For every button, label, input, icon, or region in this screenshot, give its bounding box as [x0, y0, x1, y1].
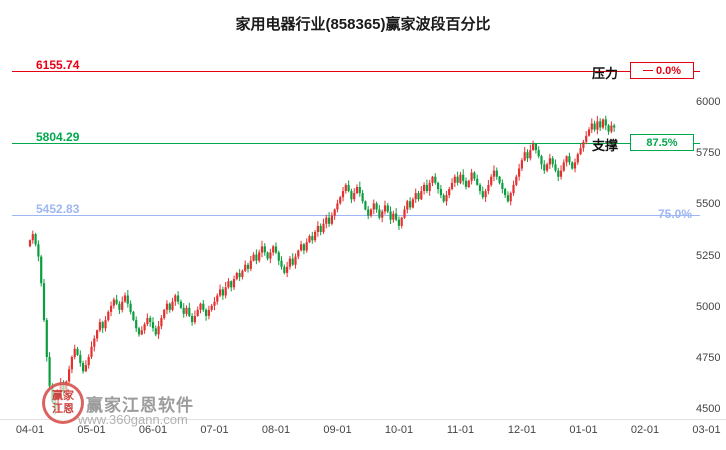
y-tick-label: 5250: [696, 249, 721, 262]
x-tick-label: 02-01: [630, 424, 660, 436]
y-tick-label: 5000: [696, 300, 721, 313]
brand-logo: 赢家 江恩: [42, 382, 84, 424]
resistance-label: 压力: [592, 66, 619, 82]
x-tick-label: 11-01: [446, 424, 475, 436]
resistance-badge: 0.0%: [630, 62, 694, 80]
x-tick-label: 12-01: [507, 424, 537, 436]
resistance-price: 6155.74: [36, 58, 80, 73]
resistance-line-sample: [642, 70, 653, 72]
band-75-price: 5452.83: [36, 202, 80, 217]
y-tick-label: 4750: [696, 352, 721, 364]
x-tick-label: 08-01: [261, 424, 291, 436]
y-tick-label: 4500: [696, 403, 721, 416]
support-label: 支撑: [592, 138, 619, 154]
support-badge: 87.5%: [630, 134, 694, 152]
chart-title: 家用电器行业(858365)赢家波段百分比: [235, 16, 491, 33]
support-price: 5804.29: [36, 130, 80, 145]
resistance-line: [12, 71, 700, 73]
resistance-percent: 0.0%: [655, 64, 682, 77]
x-tick-label: 03-01: [692, 424, 721, 436]
support-percent: 87.5%: [646, 136, 678, 149]
x-tick-label: 10-01: [384, 424, 414, 436]
x-tick-label: 07-01: [200, 424, 229, 436]
support-line: [12, 143, 700, 145]
band-75-percent: 75.0%: [658, 207, 693, 222]
x-axis-baseline: [0, 419, 726, 420]
y-tick-label: 6000: [696, 96, 721, 108]
brand-logo-text-top: 赢家: [52, 390, 74, 403]
band-75-line: [12, 215, 700, 217]
watermark-brand: 赢家江恩软件: [86, 396, 194, 415]
watermark-url: www.360gann.com: [78, 412, 188, 427]
x-tick-label: 05-01: [77, 424, 106, 436]
x-tick-label: 01-01: [569, 424, 598, 436]
brand-logo-text-bottom: 江恩: [52, 403, 74, 415]
y-tick-label: 5750: [696, 147, 721, 160]
x-tick-label: 06-01: [138, 424, 168, 436]
x-tick-label: 04-01: [15, 424, 45, 436]
y-tick-label: 5500: [696, 198, 721, 211]
x-tick-label: 09-01: [323, 424, 352, 436]
